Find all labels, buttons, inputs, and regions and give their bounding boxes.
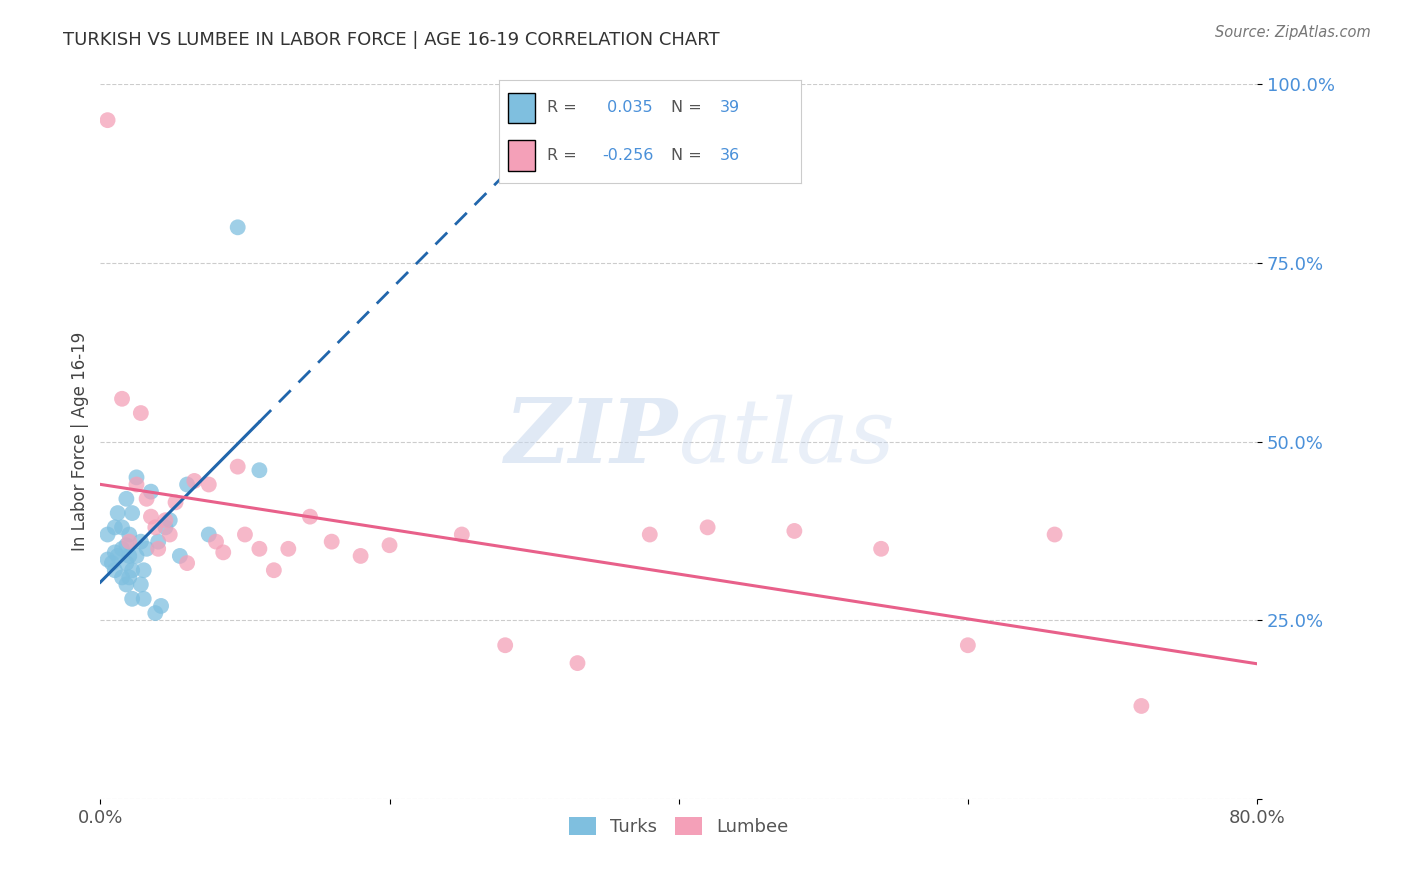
Text: 39: 39: [720, 101, 740, 115]
Point: [97, 113, 120, 128]
Point: [125, 549, 148, 563]
Point: [111, 541, 134, 556]
Point: [107, 506, 129, 520]
Legend: Turks, Lumbee: Turks, Lumbee: [561, 810, 796, 844]
Point: [143, 520, 166, 534]
Text: R =: R =: [547, 148, 582, 162]
Point: [111, 520, 134, 534]
Point: [118, 534, 141, 549]
Point: [159, 513, 181, 527]
Point: [118, 570, 141, 584]
Point: [121, 563, 143, 577]
Point: [115, 491, 138, 506]
Text: 0.035: 0.035: [602, 101, 652, 115]
Text: N =: N =: [672, 101, 707, 115]
Point: [183, 474, 205, 488]
FancyBboxPatch shape: [508, 93, 536, 123]
Point: [226, 220, 249, 235]
Y-axis label: In Labor Force | Age 16-19: In Labor Force | Age 16-19: [72, 332, 89, 551]
Text: Source: ZipAtlas.com: Source: ZipAtlas.com: [1215, 25, 1371, 40]
Point: [321, 534, 343, 549]
Point: [1043, 527, 1066, 541]
Point: [143, 606, 166, 620]
Point: [101, 556, 124, 570]
Text: R =: R =: [547, 101, 582, 115]
Point: [197, 527, 219, 541]
FancyBboxPatch shape: [508, 140, 536, 170]
Point: [118, 549, 141, 563]
Point: [139, 509, 162, 524]
Point: [129, 534, 152, 549]
Point: [870, 541, 893, 556]
Point: [197, 477, 219, 491]
Point: [115, 556, 138, 570]
Text: ZIP: ZIP: [505, 395, 679, 482]
Text: atlas: atlas: [679, 394, 894, 482]
Point: [205, 534, 228, 549]
Point: [139, 484, 162, 499]
Point: [233, 527, 256, 541]
Point: [129, 406, 152, 420]
Point: [132, 591, 155, 606]
Point: [104, 545, 127, 559]
Point: [97, 527, 120, 541]
Point: [956, 638, 979, 652]
Point: [104, 520, 127, 534]
Point: [121, 591, 143, 606]
Point: [104, 563, 127, 577]
Point: [378, 538, 401, 552]
Point: [247, 463, 270, 477]
Point: [155, 513, 177, 527]
Point: [567, 656, 589, 670]
Point: [148, 534, 170, 549]
Point: [298, 509, 321, 524]
Point: [1130, 698, 1153, 713]
Point: [111, 392, 134, 406]
Point: [135, 541, 157, 556]
Point: [97, 552, 120, 566]
Point: [176, 477, 198, 491]
Point: [135, 491, 157, 506]
Text: -0.256: -0.256: [602, 148, 654, 162]
Point: [226, 459, 249, 474]
Point: [247, 541, 270, 556]
Point: [115, 577, 138, 591]
Point: [169, 549, 191, 563]
Point: [111, 570, 134, 584]
Point: [155, 520, 177, 534]
Point: [176, 556, 198, 570]
Point: [125, 470, 148, 484]
Point: [277, 541, 299, 556]
Text: TURKISH VS LUMBEE IN LABOR FORCE | AGE 16-19 CORRELATION CHART: TURKISH VS LUMBEE IN LABOR FORCE | AGE 1…: [63, 31, 720, 49]
Point: [494, 638, 516, 652]
Point: [263, 563, 285, 577]
Point: [349, 549, 371, 563]
Point: [783, 524, 806, 538]
Point: [148, 541, 170, 556]
Point: [165, 495, 187, 509]
Point: [150, 599, 173, 613]
Point: [115, 538, 138, 552]
Point: [121, 506, 143, 520]
Point: [118, 527, 141, 541]
Point: [638, 527, 661, 541]
Point: [212, 545, 235, 559]
Text: N =: N =: [672, 148, 707, 162]
Point: [129, 577, 152, 591]
Text: 36: 36: [720, 148, 740, 162]
Point: [107, 549, 129, 563]
Point: [132, 563, 155, 577]
Point: [159, 527, 181, 541]
Point: [450, 527, 472, 541]
Point: [125, 477, 148, 491]
Point: [696, 520, 718, 534]
